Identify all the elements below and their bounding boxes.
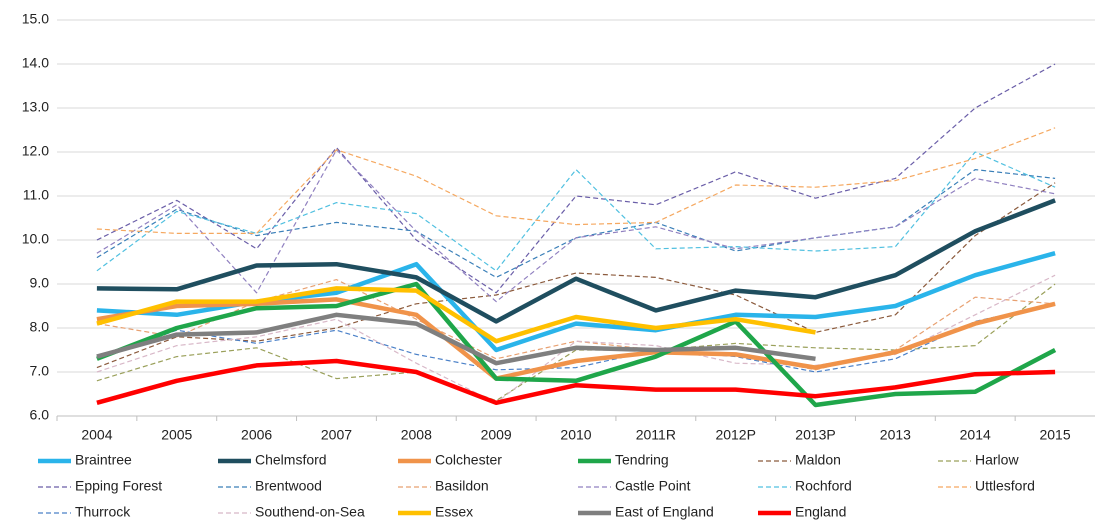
legend-label: Rochford — [795, 478, 852, 494]
x-tick-label: 2008 — [401, 427, 432, 443]
series-line — [96, 281, 1057, 408]
series-line — [96, 303, 1056, 373]
y-tick-label: 7.0 — [30, 363, 50, 379]
x-tick-label: 2013P — [795, 427, 835, 443]
y-tick-label: 14.0 — [22, 55, 49, 71]
series-line — [96, 312, 816, 366]
x-tick-label: 2004 — [81, 427, 112, 443]
y-tick-label: 15.0 — [22, 11, 49, 27]
legend-label: Brentwood — [255, 478, 322, 494]
series-line — [96, 149, 1056, 303]
legend-label: Uttlesford — [975, 478, 1035, 494]
legend-label: Maldon — [795, 452, 841, 468]
y-tick-label: 10.0 — [22, 231, 49, 247]
x-tick-label: 2015 — [1039, 427, 1070, 443]
series-line — [96, 198, 1056, 324]
y-tick-label: 8.0 — [30, 319, 50, 335]
y-tick-label: 13.0 — [22, 99, 49, 115]
y-tick-label: 6.0 — [30, 407, 50, 423]
x-tick-label: 2007 — [321, 427, 352, 443]
series-line — [96, 127, 1056, 234]
x-tick-label: 2009 — [481, 427, 512, 443]
y-tick-label: 12.0 — [22, 143, 49, 159]
series-line — [96, 182, 1056, 369]
legend-label: Harlow — [975, 452, 1019, 468]
y-tick-label: 9.0 — [30, 275, 50, 291]
series-line — [96, 169, 1056, 278]
x-tick-label: 2010 — [560, 427, 591, 443]
legend-label: Tendring — [615, 452, 669, 468]
legend-label: East of England — [615, 504, 714, 520]
legend-label: Essex — [435, 504, 473, 520]
series-line — [96, 63, 1056, 294]
legend-label: Epping Forest — [75, 478, 162, 494]
series-line — [96, 151, 1056, 272]
x-tick-label: 2005 — [161, 427, 192, 443]
x-tick-label: 2014 — [960, 427, 991, 443]
legend-label: Basildon — [435, 478, 489, 494]
legend-label: Colchester — [435, 452, 502, 468]
legend-label: England — [795, 504, 846, 520]
x-tick-label: 2013 — [880, 427, 911, 443]
legend-label: Thurrock — [75, 504, 131, 520]
x-tick-label: 2011R — [636, 427, 676, 443]
legend-label: Chelmsford — [255, 452, 327, 468]
legend-label: Castle Point — [615, 478, 691, 494]
x-tick-label: 2006 — [241, 427, 272, 443]
y-tick-label: 11.0 — [23, 187, 49, 203]
series-line — [96, 286, 816, 344]
legend-label: Southend-on-Sea — [255, 504, 365, 520]
x-tick-label: 2012P — [715, 427, 755, 443]
legend-label: Braintree — [75, 452, 132, 468]
series-line — [96, 358, 1056, 406]
